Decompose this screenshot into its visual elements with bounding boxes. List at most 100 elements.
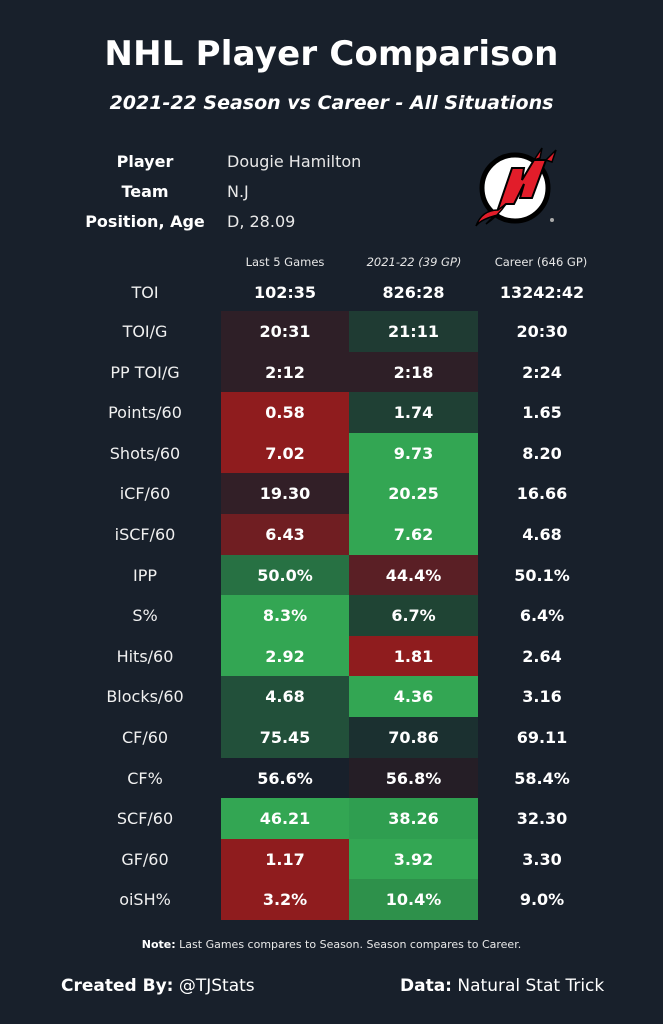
position-age-info-row: Position, Age D, 28.09	[0, 206, 663, 236]
row-label: PP TOI/G	[110, 362, 180, 382]
career-cell: 20:30	[516, 322, 568, 341]
team-value: N.J	[227, 182, 249, 201]
row-label: Points/60	[108, 403, 182, 423]
row-label: IPP	[132, 565, 157, 585]
row-label: oiSH%	[119, 890, 171, 910]
note-text: Note: Last Games compares to Season. Sea…	[0, 938, 663, 951]
table-row: TOI 102:35 826:28 13242:42	[0, 272, 663, 313]
last-5-games-cell: 2.92	[221, 635, 349, 677]
career-cell: 13242:42	[499, 283, 585, 302]
row-label: SCF/60	[116, 809, 174, 829]
player-label: Player	[116, 152, 174, 171]
column-header-career: Career (646 GP)	[494, 255, 588, 269]
season-cell: 7.62	[349, 514, 478, 555]
data-source-value: Natural Stat Trick	[451, 976, 605, 996]
note-label: Note:	[141, 938, 176, 951]
table-row: PP TOI/G 2:12 2:18 2:24	[0, 351, 663, 393]
row-label: Shots/60	[109, 443, 181, 463]
career-cell: 6.4%	[519, 606, 565, 626]
created-by-credit: Created By: @TJStats	[61, 976, 255, 996]
position-age-value: D, 28.09	[227, 212, 296, 231]
season-cell: 826:28	[382, 283, 445, 302]
row-label: iSCF/60	[114, 525, 176, 544]
season-cell: 6.7%	[349, 595, 478, 637]
last-5-games-cell: 3.2%	[221, 879, 349, 921]
row-label: Blocks/60	[106, 687, 184, 707]
table-row: Points/60 0.58 1.74 1.65	[0, 392, 663, 434]
season-cell: 70.86	[349, 717, 478, 758]
table-row: Shots/60 7.02 9.73 8.20	[0, 432, 663, 474]
season-cell: 1.81	[349, 635, 478, 677]
page-subtitle: 2021-22 Season vs Career - All Situation…	[109, 92, 554, 114]
last-5-games-cell: 4.68	[221, 676, 349, 718]
table-row: CF% 56.6% 56.8% 58.4%	[0, 757, 663, 799]
row-label: iCF/60	[119, 484, 171, 504]
last-5-games-cell: 46.21	[221, 798, 349, 840]
position-age-label: Position, Age	[85, 212, 205, 231]
career-cell: 32.30	[516, 809, 568, 829]
last-5-games-cell: 56.6%	[221, 757, 349, 799]
last-5-games-cell: 20:31	[221, 311, 349, 352]
season-cell: 20.25	[349, 473, 478, 515]
row-label: S%	[132, 606, 158, 626]
team-info-row: Team N.J	[0, 176, 663, 206]
season-cell: 38.26	[349, 798, 478, 840]
career-cell: 4.68	[522, 525, 562, 544]
career-cell: 2:24	[522, 362, 562, 382]
table-row: iSCF/60 6.43 7.62 4.68	[0, 514, 663, 555]
page-title: NHL Player Comparison	[104, 34, 559, 74]
season-cell: 1.74	[349, 392, 478, 434]
season-cell: 9.73	[349, 432, 478, 474]
career-cell: 1.65	[522, 403, 562, 423]
last-5-games-cell: 2:12	[221, 351, 349, 393]
table-row: oiSH% 3.2% 10.4% 9.0%	[0, 879, 663, 921]
table-row: Hits/60 2.92 1.81 2.64	[0, 635, 663, 677]
note-body: Last Games compares to Season. Season co…	[175, 938, 522, 951]
row-label: CF/60	[121, 728, 169, 747]
career-cell: 3.16	[522, 687, 562, 707]
player-info-row: Player Dougie Hamilton	[0, 146, 663, 176]
row-label: TOI	[131, 283, 159, 302]
table-row: CF/60 75.45 70.86 69.11	[0, 717, 663, 758]
row-label: GF/60	[121, 849, 169, 869]
career-cell: 3.30	[522, 849, 562, 869]
player-value: Dougie Hamilton	[227, 152, 362, 171]
career-cell: 2.64	[522, 646, 562, 666]
last-5-games-cell: 102:35	[253, 283, 317, 302]
column-header-last-5-games: Last 5 Games	[245, 255, 325, 269]
career-cell: 58.4%	[514, 768, 570, 788]
season-cell: 21:11	[349, 311, 478, 352]
career-cell: 8.20	[522, 443, 562, 463]
data-source-label: Data:	[400, 976, 452, 996]
row-label: CF%	[127, 768, 163, 788]
season-cell: 4.36	[349, 676, 478, 718]
season-cell: 3.92	[349, 838, 478, 880]
table-row: GF/60 1.17 3.92 3.30	[0, 838, 663, 880]
career-cell: 16.66	[516, 484, 568, 504]
season-cell: 44.4%	[349, 554, 478, 596]
created-by-value: @TJStats	[173, 976, 255, 996]
table-row: Blocks/60 4.68 4.36 3.16	[0, 676, 663, 718]
season-cell: 56.8%	[349, 757, 478, 799]
table-row: S% 8.3% 6.7% 6.4%	[0, 595, 663, 637]
last-5-games-cell: 75.45	[221, 717, 349, 758]
last-5-games-cell: 19.30	[221, 473, 349, 515]
created-by-label: Created By:	[61, 976, 174, 996]
last-5-games-cell: 0.58	[221, 392, 349, 434]
data-source-credit: Data: Natural Stat Trick	[400, 976, 604, 996]
table-row: TOI/G 20:31 21:11 20:30	[0, 311, 663, 352]
row-label: Hits/60	[116, 646, 174, 666]
career-cell: 69.11	[516, 728, 568, 747]
table-row: iCF/60 19.30 20.25 16.66	[0, 473, 663, 515]
last-5-games-cell: 6.43	[221, 514, 349, 555]
table-row: SCF/60 46.21 38.26 32.30	[0, 798, 663, 840]
row-label: TOI/G	[122, 322, 168, 341]
column-header-season: 2021-22 (39 GP)	[366, 255, 462, 269]
team-label: Team	[121, 182, 169, 201]
team-logo-icon	[475, 147, 557, 227]
last-5-games-cell: 8.3%	[221, 595, 349, 637]
last-5-games-cell: 1.17	[221, 838, 349, 880]
season-cell: 10.4%	[349, 879, 478, 921]
career-cell: 50.1%	[514, 565, 570, 585]
career-cell: 9.0%	[519, 890, 565, 910]
